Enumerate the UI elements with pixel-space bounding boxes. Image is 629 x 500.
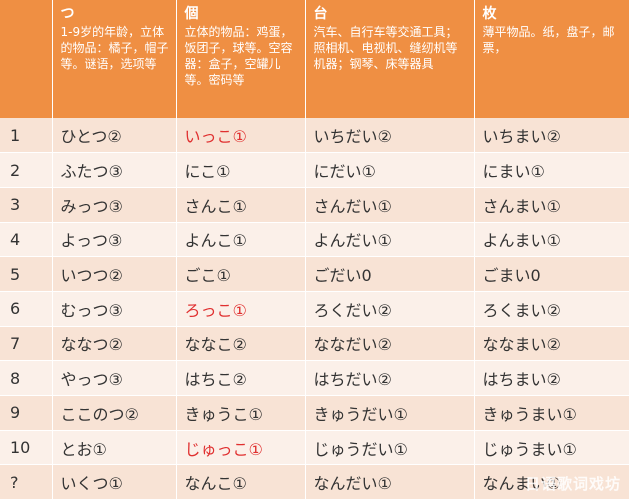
row-number: 10: [0, 430, 53, 466]
mai-reading: きゅうまい①: [474, 395, 629, 431]
dai-reading: いちだい②: [305, 118, 475, 154]
row-number: 3: [0, 187, 53, 223]
tsu-reading: ここのつ②: [52, 395, 177, 431]
ko-reading: ななこ②: [176, 326, 306, 362]
header-dai-kanji: 台: [313, 6, 328, 22]
row-number: 8: [0, 360, 53, 396]
ko-reading: きゅうこ①: [176, 395, 306, 431]
mai-reading: ごまい0: [474, 256, 629, 292]
tsu-reading: みっつ③: [52, 187, 177, 223]
mai-reading: なんまい①: [474, 464, 629, 500]
row-number: 1: [0, 118, 53, 154]
header-dai: 台 汽车、自行车等交通工具；照相机、电视机、缝纫机等机器；钢琴、床等器具: [305, 0, 475, 118]
ko-reading: いっこ①: [176, 118, 306, 154]
table-row: 5 いつつ② ごこ① ごだい0 ごまい0: [0, 256, 629, 292]
tsu-reading: ひとつ②: [52, 118, 177, 154]
row-number: 4: [0, 222, 53, 258]
table-row: 8 やっつ③ はちこ② はちだい② はちまい②: [0, 360, 629, 396]
mai-reading: よんまい①: [474, 222, 629, 258]
tsu-reading: とお①: [52, 430, 177, 466]
table-row: 10 とお① じゅっこ① じゅうだい① じゅうまい①: [0, 430, 629, 466]
header-tsu-kanji: つ: [60, 6, 75, 22]
tsu-reading: ふたつ③: [52, 152, 177, 188]
dai-reading: さんだい①: [305, 187, 475, 223]
mai-reading: にまい①: [474, 152, 629, 188]
dai-reading: じゅうだい①: [305, 430, 475, 466]
tsu-reading: いくつ①: [52, 464, 177, 500]
ko-reading: にこ①: [176, 152, 306, 188]
header-tsu-desc: 1-9岁的年龄，立体的物品：橘子，帽子等。谜语，选项等: [60, 25, 169, 71]
dai-reading: よんだい①: [305, 222, 475, 258]
row-number: 6: [0, 291, 53, 327]
mai-reading: さんまい①: [474, 187, 629, 223]
tsu-reading: よっつ③: [52, 222, 177, 258]
header-mai: 枚 薄平物品。纸，盘子，邮票，: [474, 0, 629, 118]
table-row: 2 ふたつ③ にこ① にだい① にまい①: [0, 152, 629, 188]
tsu-reading: むっつ③: [52, 291, 177, 327]
row-number: ?: [0, 464, 53, 500]
row-number: 2: [0, 152, 53, 188]
ko-reading: ろっこ①: [176, 291, 306, 327]
mai-reading: いちまい②: [474, 118, 629, 154]
tsu-reading: いつつ②: [52, 256, 177, 292]
dai-reading: きゅうだい①: [305, 395, 475, 431]
mai-reading: はちまい②: [474, 360, 629, 396]
ko-reading: はちこ②: [176, 360, 306, 396]
watermark: 日语歌词戏坊: [524, 475, 621, 493]
dai-reading: ごだい0: [305, 256, 475, 292]
header-row: つ 1-9岁的年龄，立体的物品：橘子，帽子等。谜语，选项等 個 立体的物品：鸡蛋…: [0, 0, 629, 118]
header-mai-kanji: 枚: [482, 6, 497, 22]
table-row: 3 みっつ③ さんこ① さんだい① さんまい①: [0, 187, 629, 223]
table-body: 1 ひとつ② いっこ① いちだい② いちまい② 2 ふたつ③ にこ① にだい① …: [0, 118, 629, 500]
tsu-reading: やっつ③: [52, 360, 177, 396]
ko-reading: さんこ①: [176, 187, 306, 223]
header-mai-desc: 薄平物品。纸，盘子，邮票，: [482, 25, 615, 55]
table-header: つ 1-9岁的年龄，立体的物品：橘子，帽子等。谜语，选项等 個 立体的物品：鸡蛋…: [0, 0, 629, 118]
mai-reading: ななまい②: [474, 326, 629, 362]
table-row: 7 ななつ② ななこ② ななだい② ななまい②: [0, 326, 629, 362]
dai-reading: はちだい②: [305, 360, 475, 396]
row-number: 5: [0, 256, 53, 292]
ko-reading: よんこ①: [176, 222, 306, 258]
row-number: 7: [0, 326, 53, 362]
header-ko-kanji: 個: [184, 6, 199, 22]
header-dai-desc: 汽车、自行车等交通工具；照相机、电视机、缝纫机等机器；钢琴、床等器具: [313, 25, 458, 71]
table-row: 9 ここのつ② きゅうこ① きゅうだい① きゅうまい①: [0, 395, 629, 431]
dai-reading: にだい①: [305, 152, 475, 188]
table-row: ? いくつ① なんこ① なんだい① なんまい①: [0, 464, 629, 500]
tsu-reading: ななつ②: [52, 326, 177, 362]
dai-reading: ななだい②: [305, 326, 475, 362]
ko-reading: なんこ①: [176, 464, 306, 500]
table-row: 4 よっつ③ よんこ① よんだい① よんまい①: [0, 222, 629, 258]
mai-reading: ろくまい②: [474, 291, 629, 327]
mai-reading: じゅうまい①: [474, 430, 629, 466]
ko-reading: ごこ①: [176, 256, 306, 292]
table-row: 1 ひとつ② いっこ① いちだい② いちまい②: [0, 118, 629, 154]
dai-reading: なんだい①: [305, 464, 475, 500]
dai-reading: ろくだい②: [305, 291, 475, 327]
row-number: 9: [0, 395, 53, 431]
header-ko: 個 立体的物品：鸡蛋，饭团子，球等。空容器：盒子，空罐儿等。密码等: [176, 0, 306, 118]
header-ko-desc: 立体的物品：鸡蛋，饭团子，球等。空容器：盒子，空罐儿等。密码等: [184, 25, 293, 87]
header-number-cell: [0, 0, 53, 118]
header-tsu: つ 1-9岁的年龄，立体的物品：橘子，帽子等。谜语，选项等: [52, 0, 177, 118]
table-row: 6 むっつ③ ろっこ① ろくだい② ろくまい②: [0, 291, 629, 327]
ko-reading: じゅっこ①: [176, 430, 306, 466]
